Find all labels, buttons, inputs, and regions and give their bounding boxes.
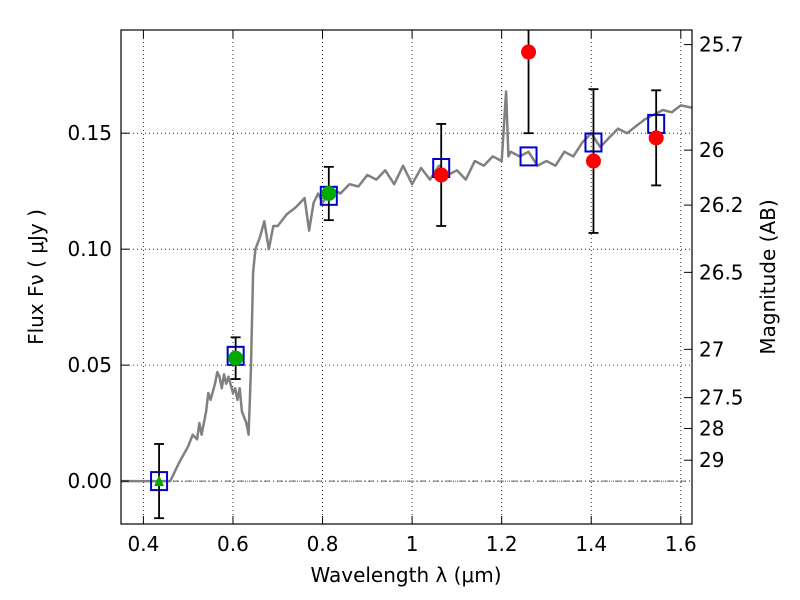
- y-tick-label: 0.10: [67, 237, 112, 261]
- axis-ticks: 0.4 0.6 0.8 1 1.2 1.4 1.6 0.00 0.05 0.10 0.15 25.7 2…: [67, 30, 744, 556]
- x-tick-label: 0.8: [307, 532, 339, 556]
- model-spectrum-line: [121, 90, 693, 483]
- data-marks: [150, 30, 666, 520]
- x-tick-label: 1.2: [486, 532, 518, 556]
- model-photometry-square: [519, 146, 538, 167]
- magnitude-tick-label: 26.5: [699, 260, 744, 284]
- magnitude-tick-label: 27.5: [699, 386, 744, 410]
- magnitude-tick-label: 26: [699, 138, 724, 162]
- flux-point: [585, 153, 601, 169]
- magnitude-tick-label: 27: [699, 337, 724, 361]
- x-tick-label: 0.6: [217, 532, 249, 556]
- flux-point: [321, 186, 337, 202]
- y-axis-title: Flux Fν ( μJy ): [24, 209, 48, 345]
- plot-frame: [120, 29, 693, 525]
- x-axis-title: Wavelength λ (μm): [310, 563, 501, 587]
- y-tick-label: 0.15: [67, 121, 112, 145]
- x-tick-label: 1: [406, 532, 419, 556]
- magnitude-tick-label: 25.7: [699, 33, 744, 57]
- x-tick-label: 0.4: [127, 532, 159, 556]
- y-tick-label: 0.00: [67, 469, 112, 493]
- flux-point: [433, 167, 449, 183]
- upper-limit-triangle: [154, 475, 165, 487]
- magnitude-tick-label: 26.2: [699, 193, 744, 217]
- x-tick-label: 1.4: [575, 532, 607, 556]
- y2-axis-title: Magnitude (AB): [756, 199, 780, 354]
- magnitude-tick-label: 28: [699, 416, 724, 440]
- flux-point: [648, 130, 664, 146]
- flux-point: [521, 44, 537, 60]
- magnitude-tick-label: 29: [699, 448, 724, 472]
- y-tick-label: 0.05: [67, 353, 112, 377]
- flux-point: [228, 350, 244, 366]
- x-tick-label: 1.6: [665, 532, 697, 556]
